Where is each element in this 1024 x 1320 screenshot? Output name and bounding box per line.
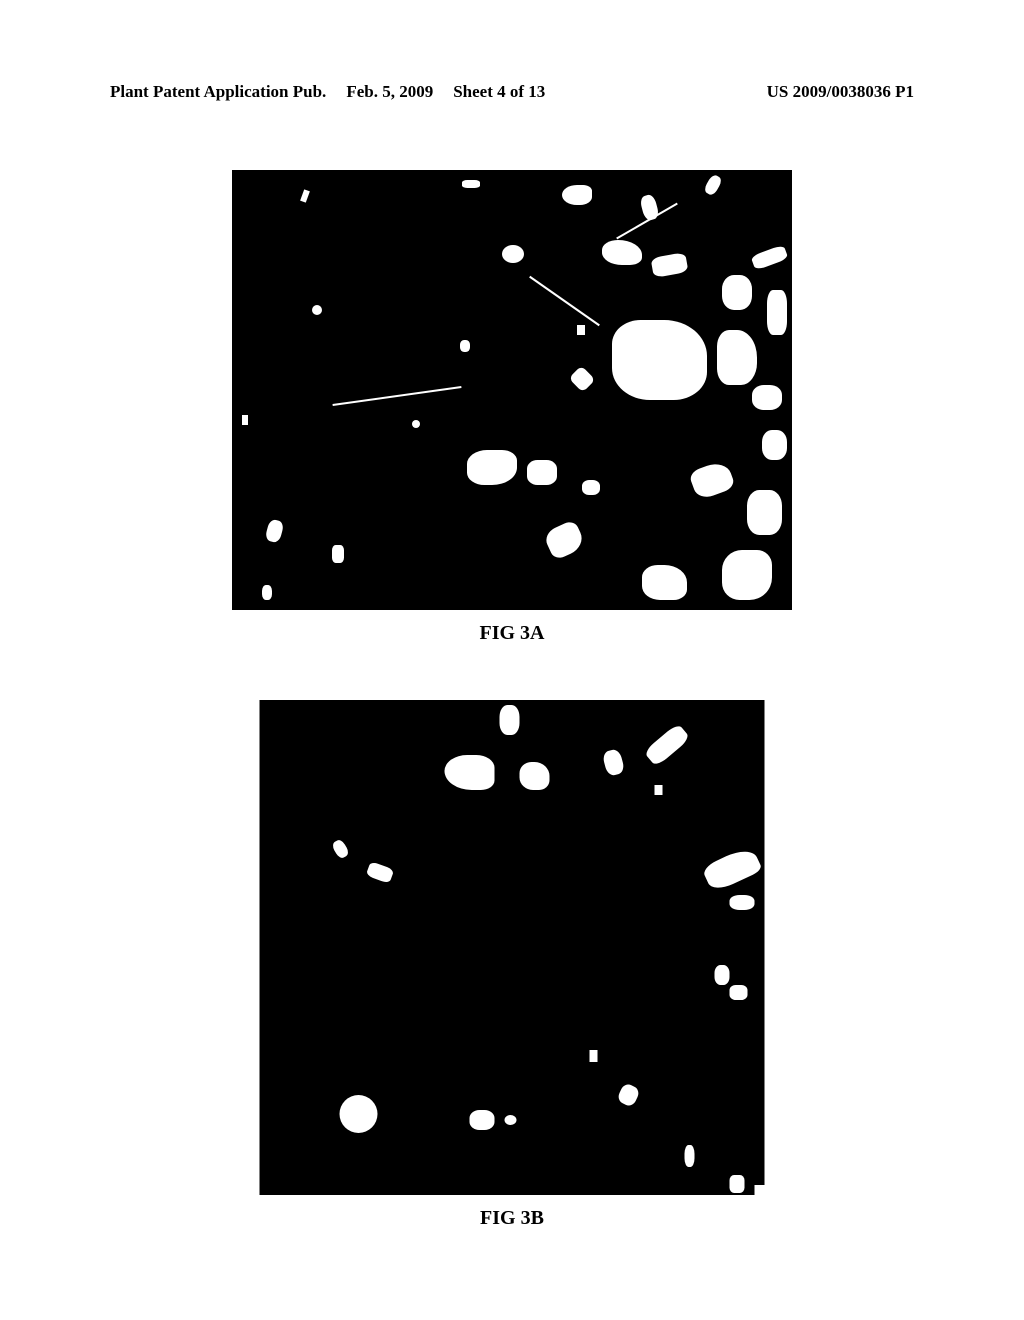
publication-date: Feb. 5, 2009: [346, 82, 433, 102]
figure-3a-caption: FIG 3A: [480, 622, 545, 645]
header-left-group: Plant Patent Application Pub. Feb. 5, 20…: [110, 82, 545, 102]
figure-3b-container: FIG 3B: [260, 700, 765, 1230]
publication-type: Plant Patent Application Pub.: [110, 82, 326, 102]
patent-number: US 2009/0038036 P1: [767, 82, 914, 102]
figure-3a-container: FIG 3A: [232, 170, 792, 645]
figure-3a-image: [232, 170, 792, 610]
page-header: Plant Patent Application Pub. Feb. 5, 20…: [110, 82, 914, 102]
sheet-info: Sheet 4 of 13: [453, 82, 545, 102]
figure-3b-caption: FIG 3B: [480, 1207, 544, 1230]
figure-3b-image: [260, 700, 765, 1195]
